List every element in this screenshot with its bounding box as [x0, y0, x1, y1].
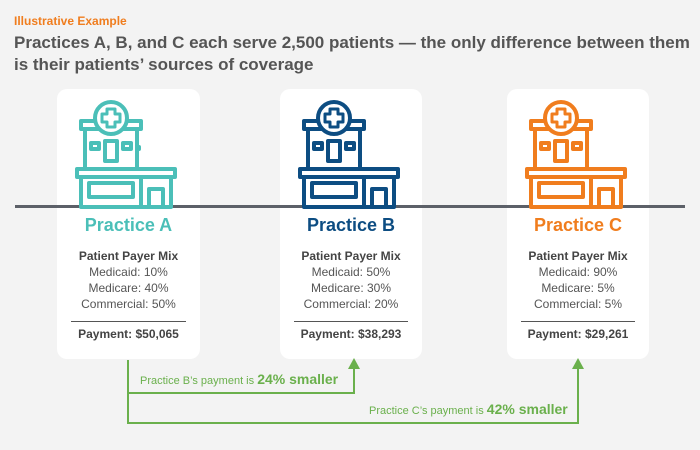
payment-value: Payment: $38,293 — [300, 327, 402, 341]
comparison-label-c: Practice C’s payment is 42% smaller — [369, 401, 568, 417]
page-title: Practices A, B, and C each serve 2,500 p… — [14, 33, 690, 74]
comparison-connector — [577, 368, 579, 424]
payer-mix-title: Patient Payer Mix — [301, 249, 401, 263]
comparison-label-b: Practice B’s payment is 24% smaller — [140, 371, 338, 387]
arrow-up-icon — [572, 358, 584, 369]
practice-name: Practice A — [84, 215, 173, 235]
eyebrow-label: Illustrative Example — [14, 14, 127, 28]
comparison-emphasis: 42% smaller — [486, 401, 568, 417]
comparison-connector — [127, 392, 355, 394]
payer-mix-medicaid: Medicaid: 90% — [538, 265, 618, 279]
payer-mix-title: Patient Payer Mix — [78, 249, 179, 263]
comparison-emphasis: 24% smaller — [257, 371, 339, 387]
payer-mix-commercial: Commercial: 20% — [303, 297, 399, 311]
arrow-up-icon — [348, 358, 360, 369]
practice-name: Practice C — [533, 215, 623, 235]
practice-card-c: Practice C Patient Payer Mix Medicaid: 9… — [507, 89, 649, 359]
divider — [71, 321, 186, 322]
clinic-building-icon — [298, 100, 400, 209]
payer-mix-commercial: Commercial: 5% — [533, 297, 623, 311]
payer-mix-medicaid: Medicaid: 50% — [311, 265, 391, 279]
comparison-text: Practice C’s payment is — [369, 405, 487, 417]
payer-mix-medicaid: Medicaid: 10% — [89, 265, 168, 279]
practice-name: Practice B — [306, 215, 396, 235]
payer-mix-medicare: Medicare: 40% — [88, 281, 169, 295]
comparison-text: Practice B’s payment is — [140, 375, 258, 387]
divider — [521, 321, 635, 322]
clinic-building-icon — [525, 100, 627, 209]
payer-mix-medicare: Medicare: 5% — [541, 281, 615, 295]
comparison-connector — [353, 368, 355, 394]
payer-mix-medicare: Medicare: 30% — [310, 281, 392, 295]
comparison-connector — [127, 422, 579, 424]
payment-value: Payment: $50,065 — [78, 327, 179, 341]
divider — [294, 321, 408, 322]
payment-value: Payment: $29,261 — [527, 327, 629, 341]
payer-mix-commercial: Commercial: 50% — [81, 297, 176, 311]
clinic-building-icon — [75, 100, 177, 209]
payer-mix-title: Patient Payer Mix — [528, 249, 628, 263]
